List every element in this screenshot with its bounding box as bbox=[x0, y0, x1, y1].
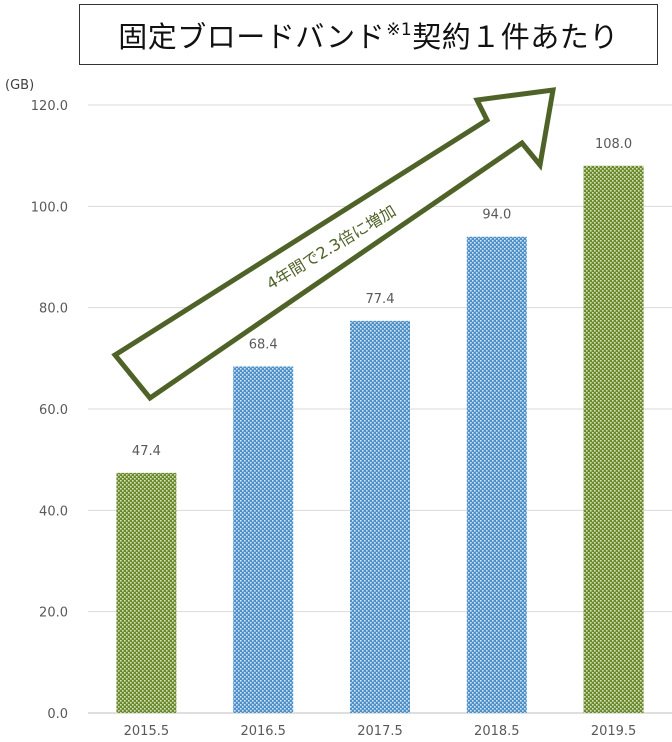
bar-2016.5 bbox=[233, 366, 294, 713]
data-label-2015.5: 47.4 bbox=[132, 444, 161, 459]
x-tick-label-2019.5: 2019.5 bbox=[591, 724, 637, 739]
y-tick-label: 120.0 bbox=[31, 99, 68, 114]
chart-title-tail: 契約１件あたり bbox=[412, 19, 619, 54]
y-axis-unit-label: (GB) bbox=[5, 78, 34, 93]
y-tick-label: 20.0 bbox=[39, 606, 68, 621]
x-tick-label-2017.5: 2017.5 bbox=[357, 724, 403, 739]
y-tick-label: 40.0 bbox=[39, 504, 68, 519]
bar-2017.5 bbox=[350, 320, 410, 713]
data-label-2018.5: 94.0 bbox=[482, 208, 511, 223]
chart-title: 固定ブロードバンド※1契約１件あたり bbox=[118, 14, 619, 56]
chart-title-footnote-mark: ※1 bbox=[386, 19, 413, 40]
y-tick-label: 100.0 bbox=[31, 200, 68, 215]
data-label-2016.5: 68.4 bbox=[249, 337, 278, 352]
y-tick-label: 80.0 bbox=[39, 302, 68, 317]
x-tick-label-2016.5: 2016.5 bbox=[240, 724, 286, 739]
bar-2019.5 bbox=[583, 165, 644, 714]
data-label-2017.5: 77.4 bbox=[366, 292, 395, 307]
x-tick-label-2015.5: 2015.5 bbox=[124, 724, 170, 739]
chart-title-main: 固定ブロードバンド bbox=[118, 19, 386, 54]
y-tick-label: 0.0 bbox=[47, 707, 68, 722]
x-tick-label-2018.5: 2018.5 bbox=[474, 724, 520, 739]
bar-2015.5 bbox=[116, 472, 177, 713]
y-tick-label: 60.0 bbox=[39, 403, 68, 418]
bar-2018.5 bbox=[466, 236, 527, 713]
chart-title-box: 固定ブロードバンド※1契約１件あたり bbox=[79, 4, 658, 65]
growth-arrow-shape bbox=[111, 87, 557, 402]
data-label-2019.5: 108.0 bbox=[595, 137, 632, 152]
